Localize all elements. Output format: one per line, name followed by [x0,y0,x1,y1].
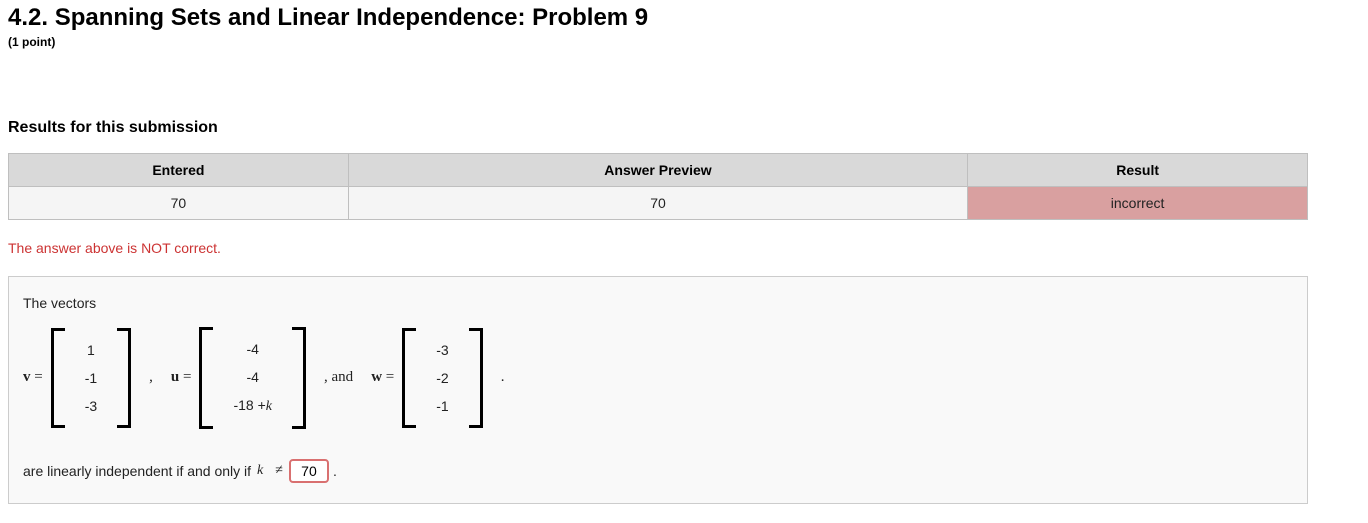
feedback-text: The answer above is NOT correct. [8,240,1360,256]
vector-w: -3 -2 -1 [402,328,482,428]
w-entry-1: -2 [436,364,448,392]
v-entry-0: 1 [85,336,97,364]
vector-u: -4 -4 -18 +k [199,327,306,429]
trailing-period: . [501,369,505,386]
problem-intro: The vectors [23,295,1293,311]
results-header-row: Entered Answer Preview Result [9,153,1308,186]
vector-v-label: v = [23,369,43,386]
col-entered-header: Entered [9,153,349,186]
vector-v: 1 -1 -3 [51,328,131,428]
points-label: (1 point) [8,35,1360,49]
vector-u-label: u = [171,369,192,386]
w-entry-2: -1 [436,392,448,420]
w-entry-0: -3 [436,336,448,364]
problem-box: The vectors v = 1 -1 -3 , u = -4 -4 -18 … [8,276,1308,504]
answer-input[interactable] [289,459,329,483]
vectors-row: v = 1 -1 -3 , u = -4 -4 -18 +k , and w = [23,327,1293,429]
final-period: . [333,463,337,479]
final-line: are linearly independent if and only if … [23,459,1293,483]
col-result-header: Result [968,153,1308,186]
separator-comma: , [149,369,153,386]
separator-and: , and [324,369,353,386]
page-title: 4.2. Spanning Sets and Linear Independen… [8,4,1360,33]
vector-w-label: w = [371,369,394,386]
col-preview-header: Answer Preview [348,153,967,186]
v-entry-1: -1 [85,364,97,392]
results-heading: Results for this submission [8,119,1360,137]
results-table: Entered Answer Preview Result 70 70 inco… [8,153,1308,220]
u-entry-0: -4 [233,335,272,363]
u-entry-2: -18 +k [233,391,272,421]
u-entry-1: -4 [233,363,272,391]
results-row: 70 70 incorrect [9,186,1308,219]
result-cell: incorrect [968,186,1308,219]
neq-symbol: ≠ [275,463,283,479]
final-var: k [257,463,263,479]
final-prefix: are linearly independent if and only if [23,463,251,479]
v-entry-2: -3 [85,392,97,420]
preview-cell: 70 [348,186,967,219]
entered-cell: 70 [9,186,349,219]
